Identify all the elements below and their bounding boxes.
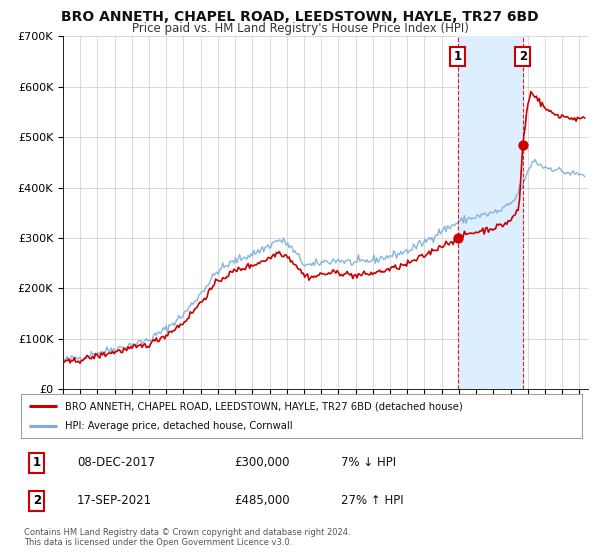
Text: 7% ↓ HPI: 7% ↓ HPI <box>341 456 396 469</box>
Text: This data is licensed under the Open Government Licence v3.0.: This data is licensed under the Open Gov… <box>24 538 292 547</box>
Text: 08-DEC-2017: 08-DEC-2017 <box>77 456 155 469</box>
Text: HPI: Average price, detached house, Cornwall: HPI: Average price, detached house, Corn… <box>65 421 292 431</box>
Point <box>453 234 463 242</box>
Text: Contains HM Land Registry data © Crown copyright and database right 2024.: Contains HM Land Registry data © Crown c… <box>24 528 350 536</box>
Text: 1: 1 <box>32 456 41 469</box>
Point <box>518 140 527 149</box>
Text: 27% ↑ HPI: 27% ↑ HPI <box>341 494 403 507</box>
Text: 2: 2 <box>518 50 527 63</box>
Text: £485,000: £485,000 <box>234 494 290 507</box>
Text: 1: 1 <box>454 50 461 63</box>
Text: Price paid vs. HM Land Registry's House Price Index (HPI): Price paid vs. HM Land Registry's House … <box>131 22 469 35</box>
Text: £300,000: £300,000 <box>234 456 290 469</box>
Text: BRO ANNETH, CHAPEL ROAD, LEEDSTOWN, HAYLE, TR27 6BD (detached house): BRO ANNETH, CHAPEL ROAD, LEEDSTOWN, HAYL… <box>65 401 463 411</box>
Text: BRO ANNETH, CHAPEL ROAD, LEEDSTOWN, HAYLE, TR27 6BD: BRO ANNETH, CHAPEL ROAD, LEEDSTOWN, HAYL… <box>61 10 539 24</box>
Text: 17-SEP-2021: 17-SEP-2021 <box>77 494 152 507</box>
Bar <box>458 36 523 389</box>
Text: 2: 2 <box>32 494 41 507</box>
